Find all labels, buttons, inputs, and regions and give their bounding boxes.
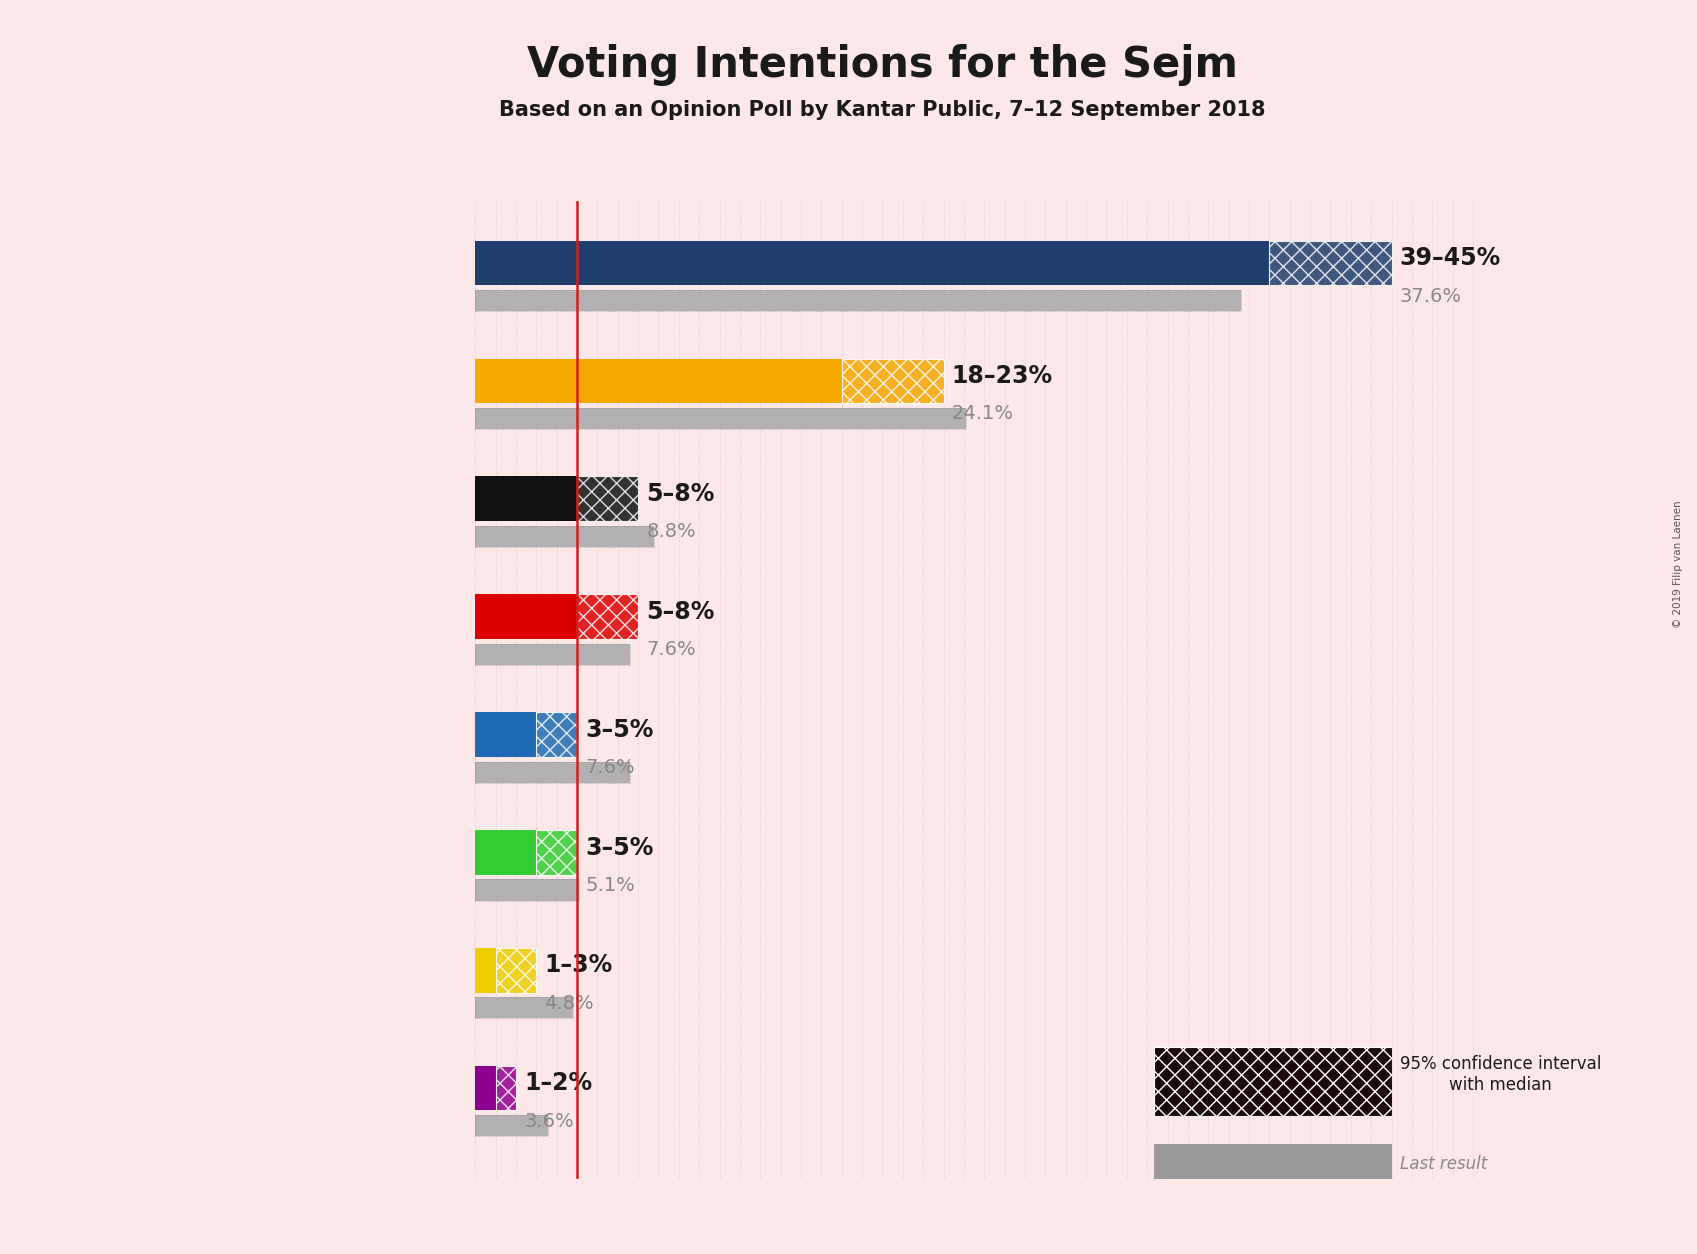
Bar <box>475 643 630 665</box>
Bar <box>475 525 655 547</box>
Bar <box>475 997 574 1018</box>
Bar <box>475 1115 548 1136</box>
Text: 24.1%: 24.1% <box>952 405 1013 424</box>
Bar <box>842 359 944 404</box>
Text: Based on an Opinion Poll by Kantar Public, 7–12 September 2018: Based on an Opinion Poll by Kantar Publi… <box>499 100 1266 120</box>
Bar <box>475 408 966 429</box>
Text: Voting Intentions for the Sejm: Voting Intentions for the Sejm <box>528 44 1237 85</box>
Text: 3–5%: 3–5% <box>585 717 653 742</box>
Text: 7.6%: 7.6% <box>647 640 696 660</box>
Bar <box>475 643 630 665</box>
Text: 4.8%: 4.8% <box>545 993 594 1013</box>
Bar <box>475 712 536 757</box>
Bar <box>475 1066 496 1110</box>
Bar <box>475 290 1241 311</box>
Text: 7.6%: 7.6% <box>585 757 635 777</box>
Bar <box>475 879 579 900</box>
Text: 39–45%: 39–45% <box>1400 246 1500 271</box>
Bar <box>475 761 630 782</box>
Bar <box>536 830 577 875</box>
Bar <box>577 594 638 640</box>
Bar <box>475 241 1269 286</box>
Text: 95% confidence interval
with median: 95% confidence interval with median <box>1400 1056 1602 1093</box>
Text: Last result: Last result <box>1400 1155 1487 1172</box>
Bar <box>536 712 577 757</box>
Text: 18–23%: 18–23% <box>952 364 1052 389</box>
Bar <box>475 290 1241 311</box>
Text: 1–2%: 1–2% <box>524 1071 592 1095</box>
Bar <box>475 359 842 404</box>
Bar <box>475 761 630 782</box>
Text: © 2019 Filip van Laenen: © 2019 Filip van Laenen <box>1673 500 1683 628</box>
Bar <box>475 830 536 875</box>
Bar <box>475 1115 548 1136</box>
Text: 5–8%: 5–8% <box>647 599 714 624</box>
Bar <box>577 477 638 522</box>
Bar <box>496 1066 516 1110</box>
Text: 8.8%: 8.8% <box>647 522 696 542</box>
Bar <box>475 997 574 1018</box>
Text: 1–3%: 1–3% <box>545 953 613 977</box>
Bar <box>496 948 536 993</box>
Bar <box>475 948 496 993</box>
Bar <box>475 879 579 900</box>
Bar <box>1269 241 1392 286</box>
Text: 3–5%: 3–5% <box>585 835 653 859</box>
Bar <box>475 408 966 429</box>
Text: 5–8%: 5–8% <box>647 482 714 507</box>
Bar <box>475 477 577 522</box>
Text: 5.1%: 5.1% <box>585 875 635 895</box>
Text: 3.6%: 3.6% <box>524 1111 574 1131</box>
Bar <box>475 594 577 640</box>
Text: 37.6%: 37.6% <box>1400 287 1461 306</box>
Bar <box>475 525 655 547</box>
